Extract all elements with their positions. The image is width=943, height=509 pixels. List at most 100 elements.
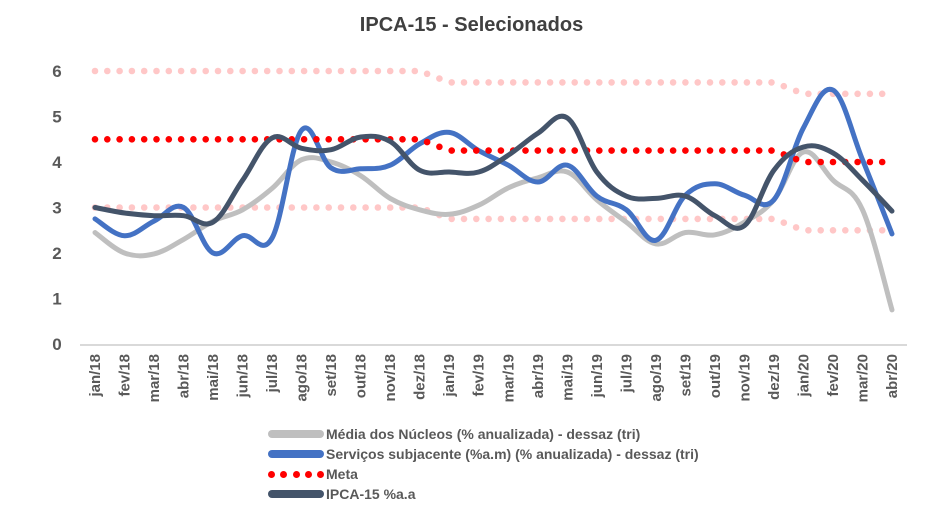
chart-title: IPCA-15 - Selecionados (359, 14, 584, 36)
meta-upper-band-dot (116, 67, 123, 75)
x-tick-label: jan/19 (441, 354, 458, 398)
meta-upper-band-dot (104, 67, 111, 75)
series-ipca15-line (92, 113, 895, 231)
meta-lower-band-dot (534, 215, 542, 223)
x-tick-label: ago/19 (648, 354, 665, 402)
meta-lower-band-dot (128, 204, 136, 211)
x-tick-label: jan/18 (87, 354, 104, 398)
meta-upper-band-dot (411, 67, 419, 75)
meta-upper-band-dot (719, 79, 726, 86)
meta-lower-band-dot (829, 227, 837, 234)
series-meta-dot (165, 136, 173, 143)
meta-upper-band-dot (313, 67, 320, 75)
x-tick-label: set/19 (677, 354, 694, 397)
meta-lower-band-dot (706, 215, 714, 223)
series-meta-dot (768, 147, 775, 154)
meta-upper-band-dot (128, 67, 136, 75)
series-meta-dot (411, 136, 419, 143)
y-tick-label: 3 (52, 199, 61, 218)
meta-upper-band-dot (583, 79, 591, 86)
series-meta-dot (596, 147, 603, 154)
meta-upper-band-dot (497, 79, 505, 86)
x-tick-label: jul/18 (264, 354, 281, 393)
meta-lower-band-dot (768, 215, 775, 223)
series-meta-dot (227, 136, 234, 143)
legend-item-ipca15: IPCA-15 %a.a (268, 484, 699, 504)
meta-lower-band-dot (300, 204, 308, 211)
x-tick-label: ago/18 (294, 354, 311, 402)
series-meta-dot (337, 136, 345, 143)
x-tick-label: mai/19 (559, 354, 576, 401)
series-meta-dot (313, 136, 320, 143)
meta-lower-band-dot (325, 204, 333, 211)
meta-upper-band-dot (743, 79, 751, 86)
y-tick-label: 4 (52, 153, 62, 172)
series-meta-dot (706, 147, 714, 154)
series-meta-dot (632, 147, 640, 154)
series-meta-dot (743, 147, 751, 154)
meta-lower-band-dot (362, 204, 369, 211)
meta-upper-band-dot (448, 79, 456, 86)
meta-upper-band-dot (276, 67, 283, 75)
series-meta-dot (669, 147, 677, 154)
x-tick-label: mar/19 (500, 354, 517, 402)
x-tick-label: nov/19 (736, 354, 753, 402)
series-meta-dot (608, 147, 615, 154)
meta-upper-band-dot (325, 67, 333, 75)
meta-upper-band-dot (682, 79, 689, 86)
meta-upper-band-dot (460, 79, 468, 86)
y-tick-label: 1 (52, 290, 61, 309)
meta-lower-band-dot (509, 215, 517, 223)
series-meta-dot (719, 147, 726, 154)
x-tick-label: abr/19 (530, 354, 547, 398)
series-meta-dot (436, 143, 443, 151)
meta-lower-band-dot (854, 227, 861, 234)
series-meta-dot (214, 136, 222, 143)
meta-lower-band-dot (202, 204, 209, 211)
meta-lower-band-dot (780, 219, 788, 226)
series-servicos-subjacente (92, 86, 895, 257)
meta-upper-band-dot (620, 79, 628, 86)
meta-lower-band-dot (214, 204, 222, 211)
legend-swatch (268, 490, 324, 498)
meta-upper-band-dot (423, 70, 431, 78)
meta-lower-band-dot (608, 215, 615, 223)
meta-upper-band-dot (251, 67, 259, 75)
meta-lower-band-dot (694, 215, 701, 223)
series-layer (91, 67, 895, 313)
legend-item-servicos: Serviços subjacente (%a.m) (% anualizada… (268, 444, 699, 464)
meta-upper-band-dot (190, 67, 197, 75)
meta-lower-band-dot (842, 227, 849, 234)
meta-upper-band-dot (509, 79, 517, 86)
meta-upper-band-dot (239, 67, 246, 75)
meta-upper-band (91, 67, 886, 98)
meta-lower-band-dot (596, 215, 603, 223)
x-tick-label: jun/19 (589, 354, 606, 398)
meta-upper-band-dot (485, 79, 492, 86)
series-meta-dot (177, 136, 185, 143)
x-tick-label: jul/19 (618, 354, 635, 393)
legend: Média dos Núcleos (% anualizada) - dessa… (268, 424, 699, 504)
series-meta-dot (805, 158, 812, 166)
series-meta-dot (128, 136, 136, 143)
meta-lower-band-dot (497, 215, 505, 223)
meta-upper-band-dot (878, 90, 886, 98)
series-meta-dot (423, 138, 431, 146)
x-tick-label: fev/18 (117, 354, 134, 397)
meta-lower-band-dot (116, 204, 123, 211)
meta-lower-band-dot (473, 215, 480, 223)
meta-upper-band-dot (214, 67, 222, 75)
x-tick-label: fev/20 (825, 354, 842, 397)
series-meta-dot (534, 147, 542, 154)
meta-upper-band-dot (596, 79, 603, 86)
series-meta-dot (190, 136, 197, 143)
series-meta-dot (239, 136, 246, 143)
x-tick-label: dez/19 (766, 354, 783, 400)
meta-upper-band-dot (608, 79, 615, 86)
meta-upper-band-dot (706, 79, 714, 86)
series-meta-dot (116, 136, 123, 143)
meta-upper-band-dot (645, 79, 652, 86)
y-axis-ticks: 0 1 2 3 4 5 6 (52, 62, 62, 354)
meta-lower-band-dot (288, 204, 296, 211)
meta-lower-band (91, 204, 886, 234)
